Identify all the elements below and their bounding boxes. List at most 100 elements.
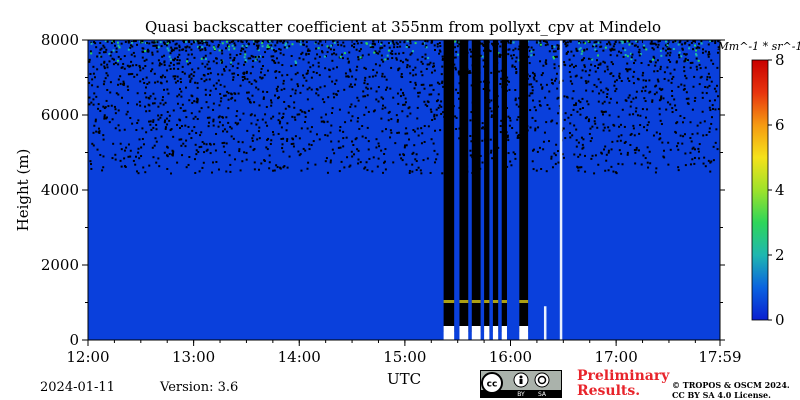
- noise-speck: [255, 123, 258, 126]
- noise-speck: [691, 61, 694, 64]
- noise-speck: [533, 72, 536, 75]
- noise-speck: [538, 104, 541, 107]
- noise-speck: [227, 98, 230, 101]
- noise-speck: [359, 48, 362, 51]
- noise-speck: [373, 43, 376, 46]
- noise-speck: [193, 71, 196, 74]
- noise-speck: [636, 114, 639, 117]
- noise-speck: [398, 153, 401, 156]
- noise-speck: [396, 42, 399, 45]
- noise-speck: [302, 84, 305, 87]
- noise-speck: [375, 90, 378, 93]
- noise-speck: [531, 85, 534, 88]
- noise-speck: [605, 159, 608, 162]
- noise-speck: [133, 55, 136, 58]
- noise-speck: [185, 46, 188, 49]
- noise-speck: [359, 161, 362, 164]
- noise-speck: [584, 170, 587, 173]
- noise-speck: [204, 57, 207, 60]
- noise-speck: [102, 51, 105, 54]
- noise-speck: [205, 143, 208, 146]
- noise-speck: [255, 44, 258, 47]
- noise-speck: [481, 42, 484, 45]
- noise-speck: [710, 59, 713, 62]
- noise-speck: [566, 96, 569, 99]
- noise-speck: [391, 53, 394, 56]
- noise-speck: [582, 41, 585, 44]
- y-tick-label: 8000: [41, 31, 79, 49]
- noise-speck: [347, 61, 350, 64]
- noise-speck: [532, 168, 535, 171]
- noise-speck: [304, 149, 307, 152]
- noise-speck: [621, 108, 624, 111]
- noise-speck: [249, 101, 252, 104]
- noise-speck: [286, 122, 289, 125]
- noise-speck: [172, 135, 175, 138]
- noise-speck: [258, 104, 261, 107]
- noise-speck: [190, 48, 193, 51]
- noise-speck: [151, 53, 154, 56]
- noise-speck: [580, 76, 583, 79]
- noise-speck: [416, 117, 419, 120]
- noise-speck: [458, 73, 461, 76]
- noise-speck: [579, 153, 582, 156]
- noise-speck: [694, 96, 697, 99]
- noise-speck: [442, 111, 445, 114]
- noise-speck: [411, 50, 414, 53]
- noise-speck: [629, 68, 632, 71]
- noise-speck: [607, 169, 610, 172]
- noise-speck: [689, 66, 692, 69]
- noise-speck: [414, 83, 417, 86]
- noise-speck: [411, 163, 414, 166]
- noise-speck: [281, 147, 284, 150]
- noise-speck: [157, 59, 160, 62]
- noise-speck: [593, 43, 596, 46]
- noise-speck: [177, 67, 180, 70]
- svg-text:cc: cc: [487, 380, 498, 390]
- noise-speck: [564, 43, 567, 46]
- noise-speck: [550, 78, 553, 81]
- noise-speck: [260, 67, 263, 70]
- noise-speck: [326, 51, 329, 54]
- noise-speck: [453, 40, 456, 43]
- noise-speck: [507, 41, 510, 44]
- noise-speck: [281, 74, 284, 77]
- noise-speck: [655, 167, 658, 170]
- noise-speck: [669, 72, 672, 75]
- noise-speck: [229, 163, 232, 166]
- noise-speck: [707, 53, 710, 56]
- noise-speck: [245, 72, 248, 75]
- noise-speck: [361, 125, 364, 128]
- noise-speck: [709, 109, 712, 112]
- noise-speck: [594, 70, 597, 73]
- noise-speck: [99, 48, 102, 51]
- noise-speck: [682, 135, 685, 138]
- noise-speck: [328, 68, 331, 71]
- noise-speck: [629, 52, 632, 55]
- noise-speck: [139, 66, 142, 69]
- noise-speck: [683, 52, 686, 55]
- noise-speck: [603, 110, 606, 113]
- noise-speck: [384, 168, 387, 171]
- noise-speck: [117, 63, 120, 66]
- noise-speck: [506, 40, 509, 43]
- noise-speck: [490, 149, 493, 152]
- noise-speck: [104, 40, 107, 43]
- noise-speck: [236, 110, 239, 113]
- noise-speck: [231, 44, 234, 47]
- noise-speck: [281, 64, 284, 67]
- noise-speck: [261, 40, 264, 43]
- noise-speck: [141, 137, 144, 140]
- noise-speck: [564, 41, 567, 44]
- noise-speck: [96, 148, 99, 151]
- noise-speck: [608, 129, 611, 132]
- noise-speck: [675, 122, 678, 125]
- noise-speck: [299, 153, 302, 156]
- noise-speck: [635, 40, 638, 43]
- noise-speck: [282, 79, 285, 82]
- noise-speck: [347, 60, 350, 63]
- noise-speck: [164, 101, 167, 104]
- noise-speck: [253, 79, 256, 82]
- noise-speck: [154, 97, 157, 100]
